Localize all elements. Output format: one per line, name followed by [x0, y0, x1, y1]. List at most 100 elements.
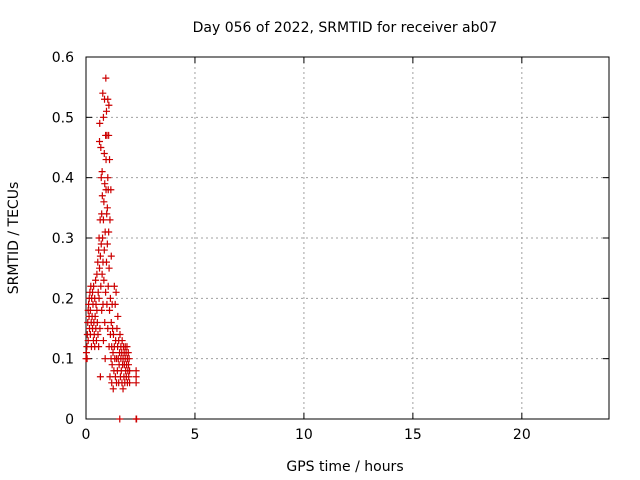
data-point — [107, 252, 115, 260]
data-point — [113, 325, 121, 332]
data-point — [107, 318, 115, 326]
data-point — [97, 174, 105, 182]
data-point — [101, 318, 109, 326]
data-point — [104, 95, 112, 103]
data-point — [96, 325, 104, 332]
data-point — [100, 246, 108, 254]
y-tick-label: 0.2 — [52, 291, 74, 307]
x-axis-ticks: 0 5 10 15 20 — [82, 57, 531, 443]
data-points — [82, 74, 141, 423]
data-point — [103, 210, 111, 218]
data-point — [98, 192, 106, 200]
data-point — [125, 355, 133, 363]
data-point — [94, 288, 102, 296]
data-point — [97, 240, 105, 248]
data-point — [108, 361, 116, 369]
data-point — [103, 240, 111, 248]
data-point — [97, 282, 105, 290]
data-point — [99, 234, 107, 242]
y-axis-title: SRMTID / TECUs — [6, 182, 22, 295]
data-point — [133, 415, 141, 423]
data-point — [100, 198, 108, 206]
x-tick-label: 10 — [295, 427, 313, 443]
data-point — [82, 349, 90, 357]
x-tick-label: 5 — [190, 427, 199, 443]
data-point — [106, 156, 114, 164]
data-point — [92, 276, 100, 284]
data-point — [106, 306, 114, 314]
y-tick-label: 0.1 — [52, 352, 74, 368]
data-point — [132, 373, 140, 381]
data-point — [111, 300, 119, 308]
data-point — [92, 300, 100, 308]
data-point — [105, 131, 113, 139]
data-point — [101, 180, 109, 188]
data-point — [102, 288, 110, 296]
data-point — [132, 367, 140, 375]
data-point — [126, 367, 134, 375]
data-point — [92, 337, 100, 345]
data-point — [126, 379, 134, 387]
data-point — [96, 264, 104, 272]
data-point — [119, 385, 127, 393]
y-tick-label: 0 — [65, 412, 74, 428]
data-point — [94, 331, 102, 339]
data-point — [118, 337, 126, 345]
x-axis-title: GPS time / hours — [286, 459, 403, 475]
data-point — [98, 168, 106, 176]
data-point — [110, 282, 118, 290]
data-point — [123, 343, 131, 351]
data-point — [95, 343, 103, 351]
data-point — [96, 137, 104, 145]
data-point — [99, 216, 107, 224]
data-point — [107, 186, 115, 194]
data-point — [109, 331, 117, 339]
data-point — [96, 252, 104, 260]
data-point — [132, 379, 140, 387]
data-point — [104, 282, 112, 290]
data-point — [96, 373, 104, 381]
data-point — [93, 318, 101, 326]
data-point — [96, 119, 104, 127]
y-tick-label: 0.6 — [52, 50, 74, 66]
data-point — [86, 306, 94, 314]
data-point — [91, 312, 99, 320]
x-tick-label: 15 — [404, 427, 422, 443]
data-point — [103, 204, 111, 212]
data-point — [125, 373, 133, 381]
x-tick-label: 20 — [513, 427, 531, 443]
data-point — [100, 150, 108, 158]
grid-lines — [86, 57, 609, 419]
data-point — [97, 144, 105, 151]
data-point — [124, 349, 132, 357]
data-point — [102, 107, 110, 115]
data-point — [99, 337, 107, 345]
data-point — [98, 306, 106, 314]
data-point — [101, 355, 109, 363]
data-point — [104, 174, 112, 182]
data-point — [116, 415, 124, 423]
data-point — [105, 228, 113, 236]
y-axis-ticks: 0 0.1 0.2 0.3 0.4 0.5 0.6 — [52, 50, 609, 428]
data-point — [106, 294, 114, 302]
x-tick-label: 0 — [82, 427, 91, 443]
data-point — [98, 270, 106, 278]
data-point — [112, 288, 120, 296]
data-point — [83, 355, 91, 363]
data-point — [105, 101, 113, 109]
y-tick-label: 0.3 — [52, 231, 74, 247]
data-point — [100, 276, 108, 284]
y-tick-label: 0.4 — [52, 171, 74, 187]
data-point — [116, 331, 124, 339]
data-point — [102, 74, 110, 82]
data-point — [99, 89, 107, 97]
data-point — [106, 216, 114, 224]
data-point — [109, 349, 117, 357]
data-point — [99, 113, 107, 121]
chart-title: Day 056 of 2022, SRMTID for receiver ab0… — [193, 20, 498, 36]
data-point — [90, 282, 98, 290]
data-point — [102, 258, 110, 266]
data-point — [124, 361, 132, 369]
data-point — [105, 264, 113, 272]
